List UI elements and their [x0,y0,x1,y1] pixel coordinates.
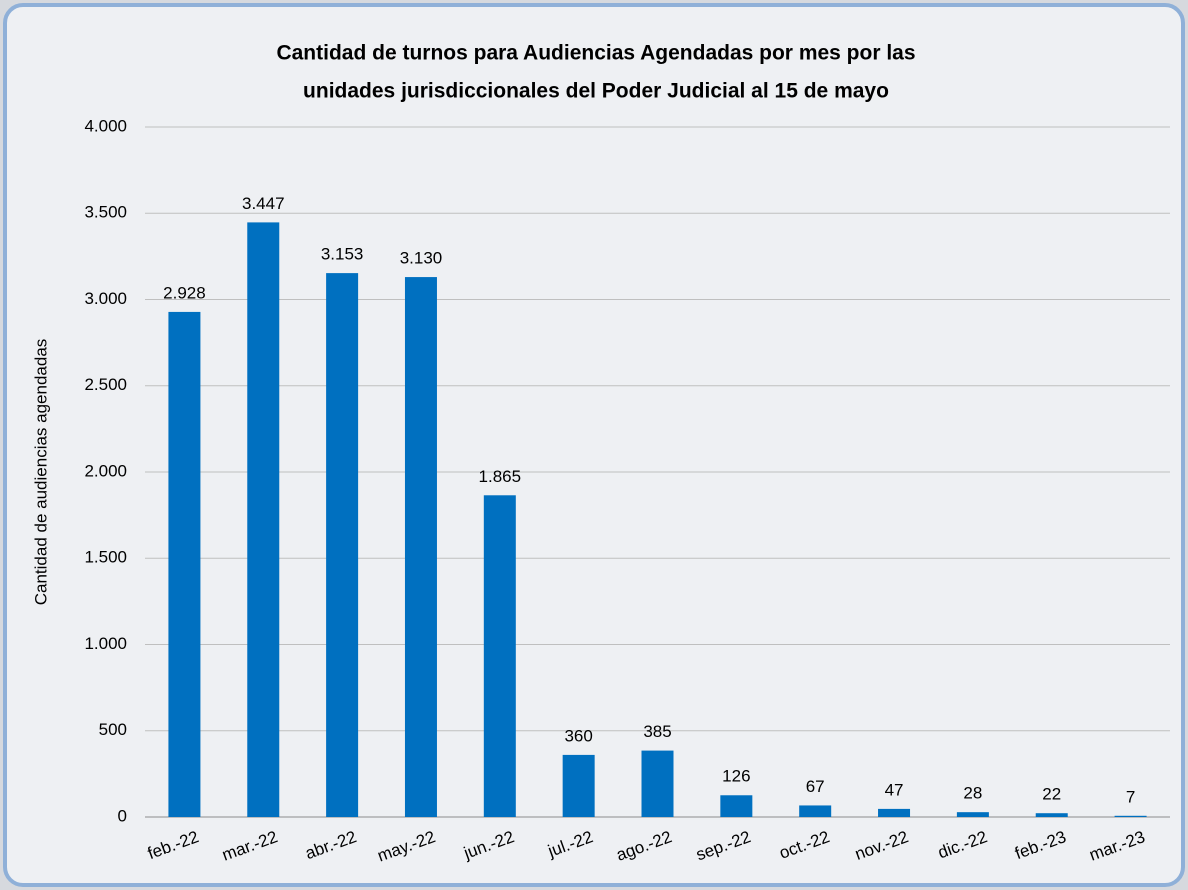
chart-title: Cantidad de turnos para Audiencias Agend… [276,42,915,65]
data-label: 28 [963,784,982,803]
bar [878,808,911,817]
y-tick-label: 1.000 [84,634,127,653]
bar [168,311,201,817]
bar [799,805,832,817]
data-label: 1.865 [479,467,522,486]
chart-frame [3,3,1185,887]
y-tick-label: 3.000 [84,289,127,308]
bar [956,812,989,817]
data-label: 3.130 [400,249,443,268]
data-label: 47 [885,780,904,799]
data-label: 360 [564,726,592,745]
data-label: 3.447 [242,194,285,213]
data-label: 3.153 [321,245,364,264]
y-tick-label: 0 [118,806,127,825]
data-label: 2.928 [163,283,206,302]
bar [1114,815,1147,817]
bar [326,273,359,817]
bar [720,795,753,817]
y-axis-label: Cantidad de audiencias agendadas [31,339,50,606]
data-label: 22 [1042,785,1061,804]
y-tick-label: 1.500 [84,548,127,567]
bar [247,222,280,817]
y-tick-label: 2.500 [84,375,127,394]
bar [483,495,516,817]
bar [404,277,437,817]
data-label: 67 [806,777,825,796]
data-label: 7 [1126,787,1135,806]
data-label: 385 [643,722,671,741]
y-tick-label: 500 [99,720,127,739]
y-tick-label: 2.000 [84,461,127,480]
y-tick-label: 4.000 [84,116,127,135]
bar [562,754,595,817]
bar [641,750,674,817]
y-tick-label: 3.500 [84,203,127,222]
chart-title: unidades jurisdiccionales del Poder Judi… [303,80,889,103]
bar [1035,813,1068,817]
data-label: 126 [722,767,750,786]
